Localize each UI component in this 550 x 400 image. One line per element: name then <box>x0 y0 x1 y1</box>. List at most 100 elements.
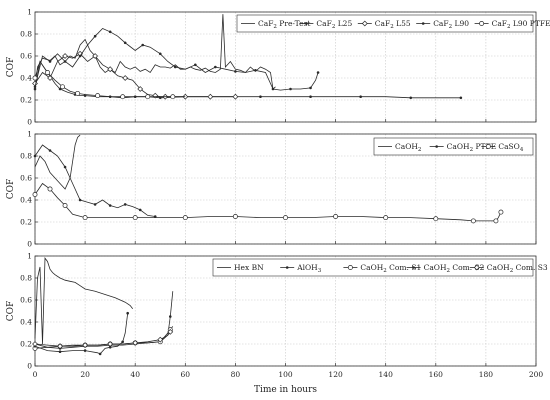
x-tick-label: 60 <box>181 370 191 379</box>
data-point <box>32 341 38 347</box>
data-point <box>383 215 389 221</box>
series-line <box>34 257 134 345</box>
data-point <box>153 215 157 218</box>
series-3 <box>32 182 504 224</box>
legend-label: CaF2 L25 <box>316 19 352 30</box>
legend-label: AlOH3 <box>296 263 322 274</box>
legend-label: CaOH2 <box>395 142 421 153</box>
series-line <box>34 28 319 91</box>
x-tick-label: 0 <box>33 370 38 379</box>
y-axis-label: COF <box>6 57 16 78</box>
x-tick-label: 80 <box>231 370 241 379</box>
y-tick-label: 1 <box>27 252 32 261</box>
data-point <box>32 192 38 197</box>
y-tick-label: 0.2 <box>20 96 32 105</box>
series-1 <box>34 257 134 345</box>
data-point <box>194 63 197 67</box>
data-point <box>108 204 112 207</box>
x-tick-label: 140 <box>379 370 394 379</box>
chart-panel-3: 0 0.2 0.4 0.6 0.8 1 0 20 40 60 80 100 120 140 160 180 20… <box>6 252 548 395</box>
data-point <box>168 315 172 318</box>
data-point <box>83 349 87 352</box>
legend: CaOH2 CaOH2 PTFE CaSO4 <box>373 137 534 156</box>
chart-panel-2: 0 0.2 0.4 0.6 0.8 1 COF CaOH2 CaOH2 PTFE CaSO4 <box>6 130 537 249</box>
data-point <box>433 216 439 222</box>
legend-marker <box>305 22 308 25</box>
y-axis-label: COF <box>6 301 16 322</box>
data-point <box>493 218 499 224</box>
legend-label: CaF2 L90 PTFE <box>492 19 550 30</box>
y-tick-label: 0 <box>27 362 32 371</box>
series-5 <box>32 60 186 100</box>
series-5 <box>32 329 174 350</box>
data-point <box>283 215 288 221</box>
x-tick-label: 20 <box>80 370 90 379</box>
x-tick-label: 200 <box>529 370 544 379</box>
legend-box <box>373 137 534 156</box>
x-tick-label: 120 <box>328 370 343 379</box>
data-point <box>47 186 53 192</box>
data-point <box>32 75 38 81</box>
data-point <box>170 94 176 100</box>
data-point <box>182 215 188 221</box>
data-point <box>158 96 162 100</box>
data-point <box>470 218 476 224</box>
data-point <box>107 66 114 73</box>
data-point <box>132 340 139 346</box>
data-point <box>271 87 275 91</box>
y-tick-label: 0.6 <box>20 52 32 61</box>
legend-label: CaSO4 <box>498 142 524 153</box>
data-point <box>309 95 312 98</box>
y-tick-label: 0 <box>27 240 32 249</box>
series-2 <box>33 144 157 218</box>
y-tick-label: 0.8 <box>20 152 32 161</box>
legend-label: Hex BN <box>234 263 264 272</box>
x-tick-label: 160 <box>429 370 444 379</box>
x-axis-label: Time in hours <box>254 385 317 395</box>
data-point <box>60 84 66 90</box>
series-3 <box>32 326 174 351</box>
series-line <box>34 60 461 99</box>
data-point <box>259 95 262 98</box>
y-tick-label: 0.8 <box>20 30 32 39</box>
data-point <box>62 53 68 59</box>
data-point <box>82 215 88 221</box>
legend-label: CaOH2 Com. S2 <box>424 263 485 274</box>
data-point <box>48 60 52 63</box>
data-point <box>289 87 292 91</box>
data-point <box>33 154 37 158</box>
series-line <box>34 134 81 190</box>
data-point <box>126 311 129 315</box>
y-tick-label: 0.4 <box>20 74 32 83</box>
data-point <box>108 30 112 34</box>
data-point <box>63 165 67 169</box>
data-point <box>58 350 62 354</box>
data-point <box>333 214 339 219</box>
series-4 <box>33 311 129 356</box>
data-point <box>120 94 126 100</box>
data-point <box>63 60 67 63</box>
y-tick-label: 0.2 <box>20 340 32 349</box>
data-point <box>214 65 217 69</box>
legend-label: CaF2 L90 <box>433 19 469 30</box>
data-point <box>138 208 142 212</box>
legend-box <box>212 258 534 277</box>
y-tick-label: 0.4 <box>20 318 32 327</box>
data-point <box>316 71 320 74</box>
series-1 <box>34 134 81 190</box>
data-point <box>75 90 81 96</box>
data-point <box>45 70 50 75</box>
x-tick-label: 100 <box>278 370 293 379</box>
data-point <box>141 43 145 47</box>
legend: CaF2 Pre-Test CaF2 L25 CaF2 L55 CaF2 L90 CaF… <box>236 14 550 33</box>
data-point <box>498 209 504 215</box>
data-point <box>158 52 162 56</box>
data-point <box>152 92 159 99</box>
legend-marker <box>412 266 415 269</box>
series-line <box>34 326 174 349</box>
data-point <box>33 85 37 89</box>
series-4 <box>33 28 320 91</box>
data-point <box>145 94 151 100</box>
series-1 <box>34 14 276 92</box>
